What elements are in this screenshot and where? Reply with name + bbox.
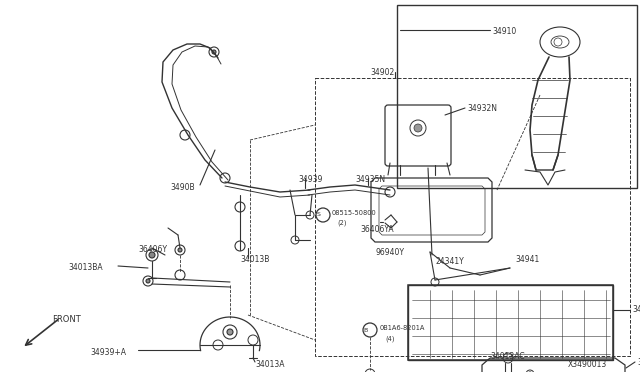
Circle shape	[178, 248, 182, 252]
Bar	[408, 285, 613, 360]
Text: 34013BA: 34013BA	[68, 263, 102, 272]
Text: 34013A: 34013A	[255, 360, 285, 369]
Text: B: B	[364, 327, 368, 333]
Text: 34013B: 34013B	[240, 255, 269, 264]
Text: 34910: 34910	[492, 27, 516, 36]
Text: 34939+A: 34939+A	[90, 348, 126, 357]
Text: 349B1: 349B1	[637, 358, 640, 367]
Text: FRONT: FRONT	[52, 315, 81, 324]
Text: X3490013: X3490013	[568, 360, 607, 369]
Text: (2): (2)	[337, 220, 346, 227]
Text: 36406YA: 36406YA	[360, 225, 394, 234]
Text: (4): (4)	[385, 335, 394, 341]
Text: 0B1A6-8201A: 0B1A6-8201A	[380, 325, 426, 331]
Text: 24341Y: 24341Y	[435, 257, 464, 266]
Text: 34932N: 34932N	[467, 104, 497, 113]
Text: 34935N: 34935N	[355, 175, 385, 184]
Text: 96940Y: 96940Y	[375, 248, 404, 257]
Circle shape	[146, 279, 150, 283]
Text: 08515-50800: 08515-50800	[332, 210, 377, 216]
Text: 34941: 34941	[515, 255, 540, 264]
Circle shape	[414, 124, 422, 132]
Bar	[315, 78, 630, 356]
Circle shape	[149, 252, 155, 258]
Bar	[397, 5, 637, 188]
Bar	[408, 285, 613, 360]
Text: S: S	[317, 212, 321, 218]
Text: 36406Y: 36406Y	[138, 245, 167, 254]
Circle shape	[227, 329, 233, 335]
Text: 3490B: 3490B	[170, 183, 195, 192]
Text: 34013AR: 34013AR	[632, 305, 640, 314]
Text: 34013AC: 34013AC	[490, 352, 525, 361]
Text: 34939: 34939	[298, 175, 323, 184]
Text: 34902: 34902	[370, 68, 394, 77]
Circle shape	[212, 50, 216, 54]
